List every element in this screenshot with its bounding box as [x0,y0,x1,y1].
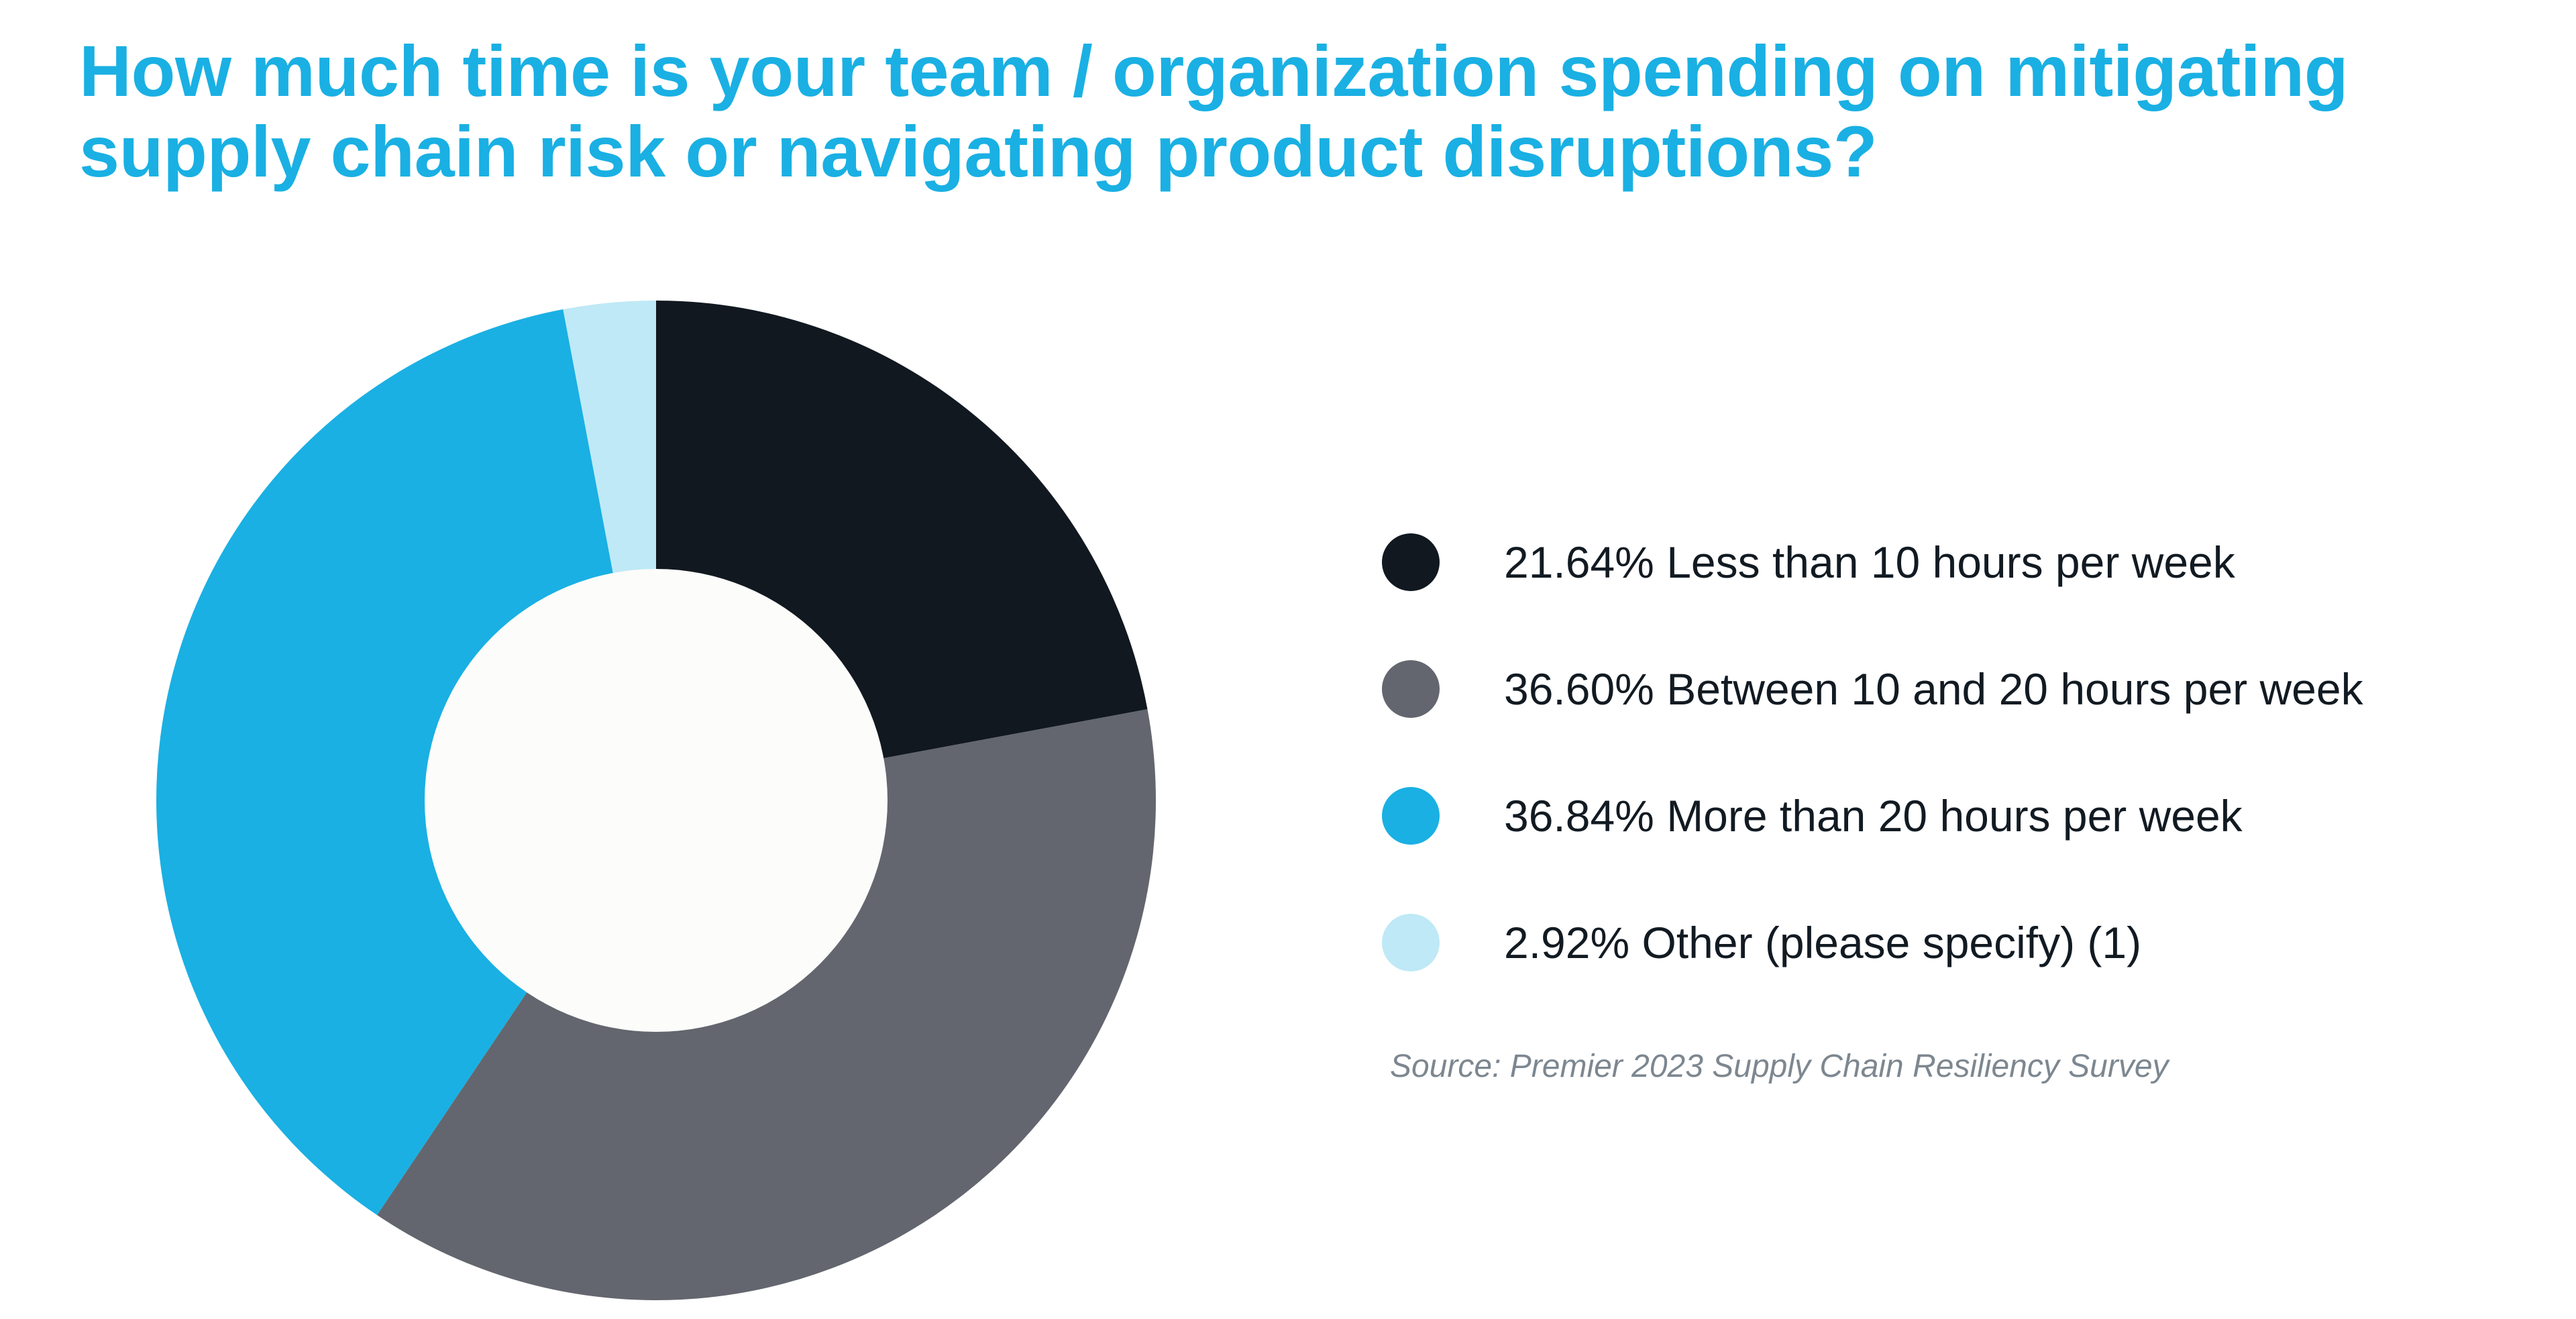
legend-item: 2.92% Other (please specify) (1) [1382,910,2363,975]
donut-slice-2 [377,709,1156,1300]
chart-title-line-1: How much time is your team / organizatio… [79,30,2349,111]
legend-percent: 2.92% [1504,918,1630,967]
legend-label: 36.84% More than 20 hours per week [1504,790,2243,841]
chart-title-line-2: supply chain risk or navigating product … [79,111,1878,192]
legend: 21.64% Less than 10 hours per week 36.60… [1382,530,2363,1037]
legend-item: 21.64% Less than 10 hours per week [1382,530,2363,594]
source-note: Source: Premier 2023 Supply Chain Resili… [1390,1049,2169,1084]
donut-hole [425,569,888,1032]
legend-percent: 21.64% [1504,537,1654,587]
donut-chart [156,301,1156,1300]
legend-percent: 36.84% [1504,791,1654,841]
legend-label: 36.60% Between 10 and 20 hours per week [1504,664,2363,715]
legend-swatch [1382,533,1440,591]
legend-item: 36.84% More than 20 hours per week [1382,784,2363,848]
legend-category: More than 20 hours per week [1666,791,2243,841]
legend-percent: 36.60% [1504,664,1654,714]
donut-slice-3 [156,309,656,1216]
chart-title: How much time is your team / organizatio… [79,31,2494,192]
legend-label: 2.92% Other (please specify) (1) [1504,917,2141,968]
legend-item: 36.60% Between 10 and 20 hours per week [1382,657,2363,721]
legend-category: Between 10 and 20 hours per week [1666,664,2363,714]
legend-label: 21.64% Less than 10 hours per week [1504,537,2235,588]
legend-category: Less than 10 hours per week [1666,537,2235,587]
legend-swatch [1382,914,1440,971]
legend-swatch [1382,787,1440,845]
legend-category: Other (please specify) (1) [1642,918,2142,967]
legend-swatch [1382,660,1440,718]
